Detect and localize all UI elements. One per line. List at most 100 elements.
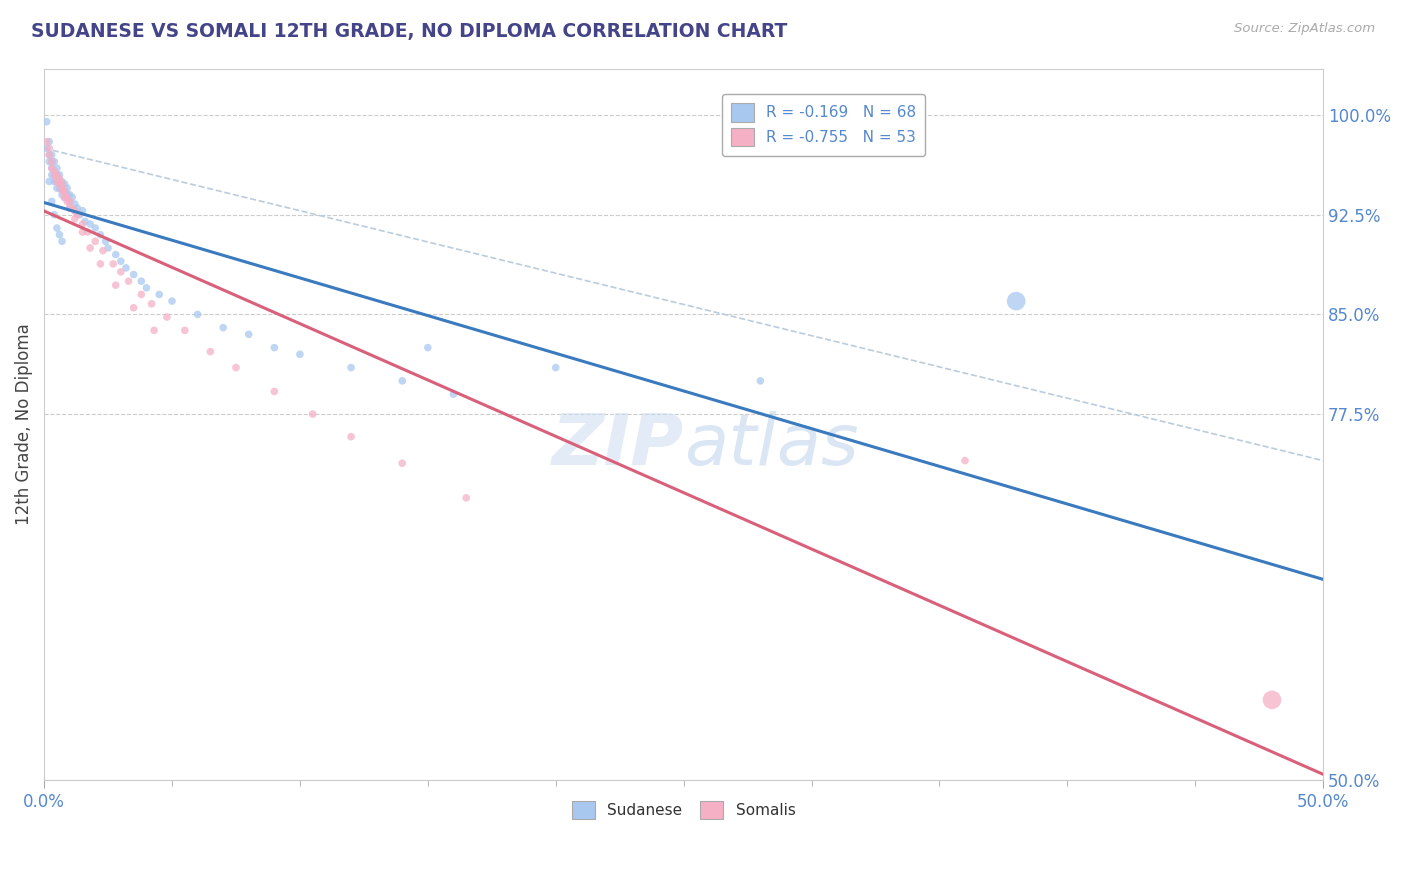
Point xyxy=(38,148,60,162)
Point xyxy=(48,227,70,242)
Point xyxy=(97,241,120,255)
Point xyxy=(131,287,153,301)
Point xyxy=(44,168,66,182)
Point xyxy=(187,307,209,321)
Point xyxy=(89,257,111,271)
Point xyxy=(72,225,94,239)
Point xyxy=(104,278,127,293)
Point xyxy=(122,301,145,315)
Point xyxy=(131,274,153,288)
Point xyxy=(110,254,132,268)
Text: atlas: atlas xyxy=(683,411,858,480)
Point xyxy=(115,260,138,275)
Point xyxy=(66,201,89,215)
Point xyxy=(53,190,76,204)
Point xyxy=(48,181,70,195)
Point xyxy=(45,168,67,182)
Point xyxy=(141,297,163,311)
Point xyxy=(38,154,60,169)
Point xyxy=(48,171,70,186)
Point xyxy=(59,201,82,215)
Point xyxy=(953,453,976,467)
Point xyxy=(53,190,76,204)
Point xyxy=(41,194,63,209)
Legend: Sudanese, Somalis: Sudanese, Somalis xyxy=(565,795,801,825)
Point xyxy=(41,161,63,176)
Point xyxy=(1261,693,1284,707)
Point xyxy=(45,168,67,182)
Point xyxy=(38,141,60,155)
Point xyxy=(45,181,67,195)
Point xyxy=(53,184,76,198)
Point xyxy=(63,197,86,211)
Point xyxy=(72,203,94,218)
Point xyxy=(48,174,70,188)
Point xyxy=(238,327,260,342)
Point xyxy=(41,154,63,169)
Point xyxy=(51,177,73,191)
Point xyxy=(35,135,58,149)
Point xyxy=(288,347,311,361)
Point xyxy=(79,217,101,231)
Point xyxy=(53,187,76,202)
Point xyxy=(416,341,439,355)
Text: Source: ZipAtlas.com: Source: ZipAtlas.com xyxy=(1234,22,1375,36)
Point xyxy=(48,177,70,191)
Point xyxy=(79,241,101,255)
Point xyxy=(200,344,222,359)
Point xyxy=(44,208,66,222)
Point xyxy=(340,360,363,375)
Point xyxy=(156,310,179,324)
Point xyxy=(45,174,67,188)
Point xyxy=(56,190,79,204)
Point xyxy=(441,387,464,401)
Point xyxy=(51,184,73,198)
Point xyxy=(59,187,82,202)
Point xyxy=(391,374,413,388)
Point xyxy=(51,181,73,195)
Point xyxy=(117,274,139,288)
Point xyxy=(110,265,132,279)
Point xyxy=(41,154,63,169)
Point xyxy=(76,225,98,239)
Point xyxy=(45,174,67,188)
Point xyxy=(38,174,60,188)
Point xyxy=(45,221,67,235)
Point xyxy=(44,168,66,182)
Point xyxy=(59,194,82,209)
Point xyxy=(66,208,89,222)
Point xyxy=(73,214,96,228)
Point xyxy=(1005,294,1028,309)
Point xyxy=(56,181,79,195)
Point xyxy=(44,154,66,169)
Point xyxy=(45,170,67,185)
Point xyxy=(173,323,195,337)
Point xyxy=(212,320,235,334)
Point xyxy=(160,294,183,309)
Point xyxy=(41,168,63,182)
Text: ZIP: ZIP xyxy=(551,411,683,480)
Point xyxy=(38,148,60,162)
Point xyxy=(41,161,63,176)
Point xyxy=(60,190,83,204)
Point xyxy=(35,141,58,155)
Point xyxy=(45,161,67,176)
Point xyxy=(84,221,107,235)
Point xyxy=(41,148,63,162)
Point xyxy=(104,247,127,261)
Point xyxy=(63,203,86,218)
Point xyxy=(301,407,323,421)
Point xyxy=(391,456,413,470)
Point xyxy=(63,211,86,226)
Point xyxy=(69,208,91,222)
Point xyxy=(91,244,114,258)
Point xyxy=(340,430,363,444)
Point xyxy=(56,187,79,202)
Point xyxy=(51,174,73,188)
Point xyxy=(749,374,772,388)
Point xyxy=(135,281,157,295)
Point xyxy=(63,203,86,218)
Point xyxy=(48,174,70,188)
Point xyxy=(60,201,83,215)
Point xyxy=(89,227,111,242)
